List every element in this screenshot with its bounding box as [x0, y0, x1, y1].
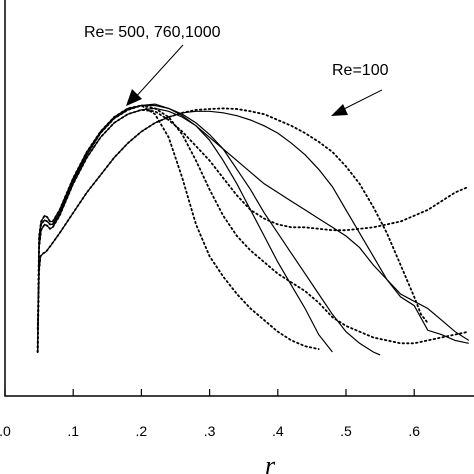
plot-frame [4, 0, 474, 397]
series-line-3-solid [37, 103, 333, 353]
series-layer [36, 103, 470, 356]
series-line-6-dotted [36, 104, 320, 353]
annotation-re-500-760-1000: Re= 500, 760,1000 [84, 24, 221, 41]
series-line-1-solid [37, 110, 469, 344]
x-axis-label: r [265, 451, 276, 474]
series-line-2-dotted [36, 107, 429, 330]
annotation-arrowhead-re-500-1000 [126, 89, 142, 106]
x-axis-ticks: .0 .1 .2 .3 .4 .5 .6 [0, 389, 420, 439]
x-tick-label: .6 [408, 423, 420, 439]
x-tick-label: .3 [204, 423, 216, 439]
x-tick-label: .4 [272, 423, 284, 439]
series-line-8-dotted [36, 108, 470, 353]
series-line-4-solid [37, 104, 381, 356]
annotation-arrowhead-re-100 [331, 104, 348, 116]
annotation-arrow-re-500-1000 [132, 44, 184, 101]
x-tick-label: .1 [67, 423, 79, 439]
x-tick-label: .2 [136, 423, 148, 439]
series-line-7-dotted [36, 104, 470, 353]
series-line-5-solid [37, 107, 470, 353]
annotation-re-100: Re=100 [332, 62, 389, 79]
x-tick-label: .0 [0, 423, 11, 439]
x-tick-label: .5 [340, 423, 352, 439]
annotation-arrow-re-100 [339, 89, 383, 112]
